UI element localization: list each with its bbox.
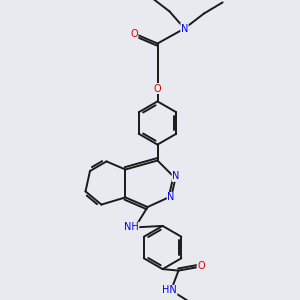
Text: O: O [154,83,161,94]
Text: O: O [197,261,205,272]
Text: N: N [172,171,179,182]
Text: NH: NH [124,222,139,233]
Text: O: O [130,29,138,39]
Text: HN: HN [162,285,177,296]
Text: N: N [181,23,188,34]
Text: N: N [167,192,175,203]
